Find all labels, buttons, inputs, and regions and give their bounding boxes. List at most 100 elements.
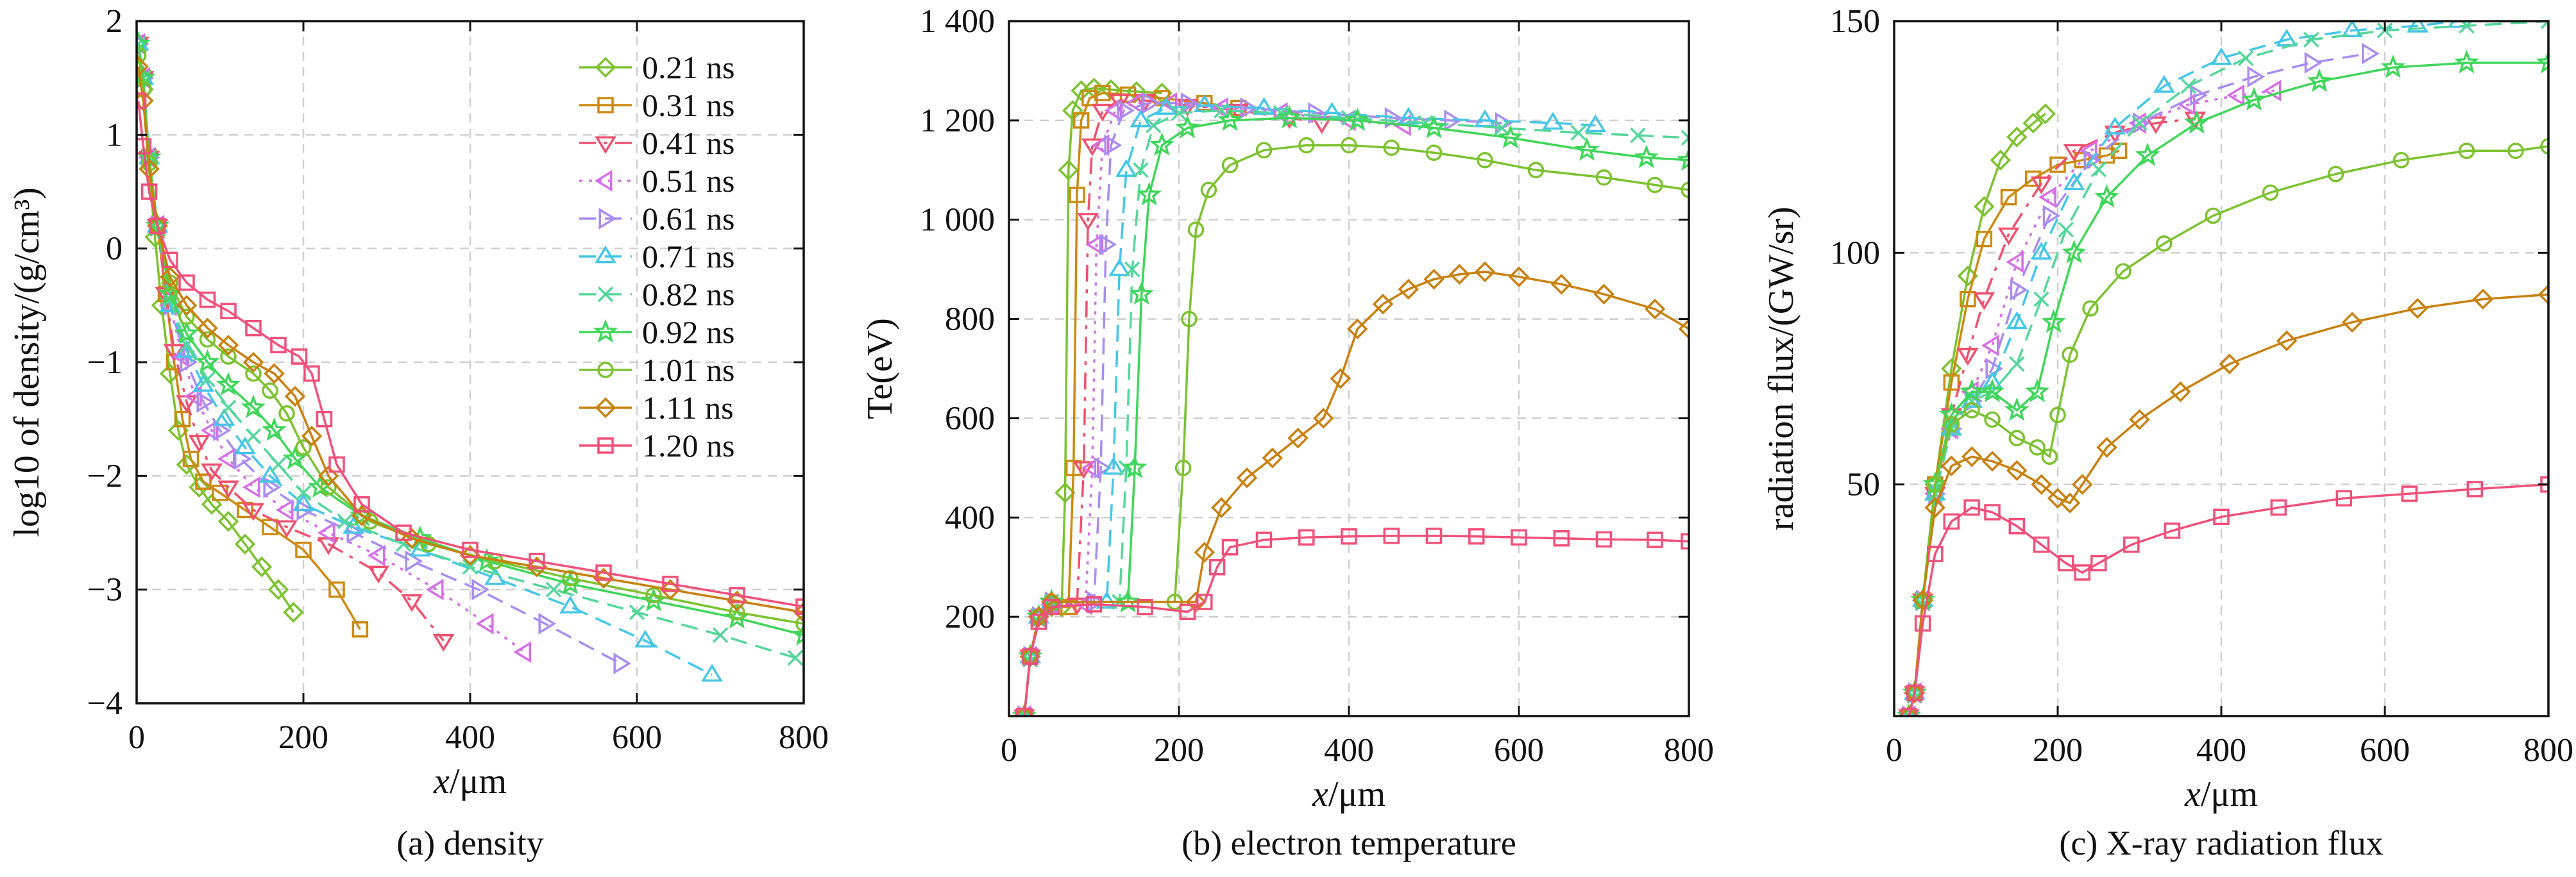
data-point [1276, 104, 1302, 129]
data-point [1959, 378, 1985, 403]
data-point [1997, 227, 2020, 246]
data-point [2063, 172, 2085, 190]
data-point [220, 303, 237, 319]
data-point [1981, 451, 2003, 472]
data-point [2536, 49, 2548, 74]
data-point [320, 479, 337, 496]
data-point [1108, 258, 1131, 276]
data-point [328, 581, 345, 598]
data-point [328, 456, 345, 473]
data-point [195, 473, 212, 490]
data-point [1043, 598, 1060, 615]
data-point [1678, 318, 1689, 340]
data-point [1976, 230, 1993, 247]
data-point [1174, 115, 1200, 138]
data-point [1943, 513, 1960, 530]
data-point [1681, 533, 1689, 550]
data-point [2180, 78, 2197, 94]
data-point [291, 348, 308, 365]
data-point [1630, 127, 1646, 144]
data-point [1194, 542, 1215, 563]
data-point [2062, 346, 2078, 363]
data-point [2361, 42, 2380, 65]
data-point [1912, 590, 1933, 611]
data-point [2507, 142, 2524, 160]
data-point [1077, 213, 1099, 231]
data-point [1287, 428, 1309, 449]
data-point [1137, 181, 1162, 206]
data-point [1124, 261, 1140, 278]
data-point [195, 349, 220, 373]
data-point [234, 533, 256, 555]
legend: 0.21 ns0.31 ns0.41 ns0.51 ns0.61 ns0.71 … [579, 49, 734, 464]
data-point [2540, 21, 2548, 29]
data-point [2538, 284, 2548, 305]
data-point [200, 419, 219, 442]
data-point [284, 386, 306, 407]
data-point [201, 494, 223, 515]
x-axis-label-unit: /μm [2201, 774, 2258, 814]
data-point [729, 587, 745, 604]
data-point [2062, 240, 2087, 263]
data-point [459, 545, 481, 566]
panel-caption: (b) electron temperature [1182, 824, 1516, 862]
data-point [197, 317, 218, 339]
data-point [787, 649, 804, 666]
data-point [352, 621, 369, 638]
data-point [2276, 330, 2298, 351]
series-group [1896, 21, 2548, 716]
data-point [1180, 92, 1199, 114]
data-point [405, 550, 423, 572]
data-point [1542, 112, 1564, 130]
data-point [295, 541, 312, 558]
legend-swatch-marker [597, 362, 614, 378]
panel-c-xray-radiation-flux: 0 200 400 600 800 50 100 150 x/μm radiation flux/… [1761, 3, 2573, 862]
data-point [301, 426, 323, 447]
data-point [1927, 476, 1944, 493]
data-point [1142, 92, 1160, 114]
data-point [1981, 334, 1999, 356]
data-point [1974, 196, 1995, 217]
data-point [475, 612, 494, 635]
data-point [1133, 162, 1149, 178]
data-point [2128, 112, 2147, 134]
data-point [182, 450, 199, 467]
data-point [176, 295, 198, 316]
data-point [267, 579, 289, 600]
data-point [2303, 31, 2319, 48]
data-point [292, 493, 314, 512]
data-point [2063, 144, 2085, 162]
data-point [283, 601, 304, 623]
data-point [2341, 312, 2363, 333]
legend-entry: 1.20 ns [642, 428, 734, 464]
data-point [2304, 52, 2323, 74]
data-point [1383, 528, 1400, 544]
data-point [1341, 528, 1357, 545]
data-point [1255, 142, 1273, 159]
data-point [1055, 482, 1076, 503]
data-point [1511, 529, 1527, 546]
data-point [201, 463, 223, 481]
y-axis-label: radiation flux/(GW/sr) [1761, 206, 1801, 530]
data-point [264, 363, 285, 384]
legend-swatch-marker [598, 208, 617, 230]
data-point [217, 480, 239, 499]
data-point [1494, 120, 1510, 136]
data-point [213, 408, 235, 426]
series-line [137, 100, 804, 608]
data-point [1236, 467, 1258, 489]
data-point [1103, 456, 1124, 475]
data-point [318, 465, 339, 487]
data-point [276, 520, 298, 539]
x-tick-label: 400 [445, 719, 495, 756]
data-point [2033, 536, 2050, 553]
data-point [2098, 147, 2115, 164]
data-point [2049, 406, 2066, 424]
x-tick-label: 200 [1154, 732, 1204, 769]
data-point [1956, 347, 1979, 366]
data-point [1330, 368, 1351, 389]
data-point [2038, 186, 2056, 208]
data-point [159, 266, 181, 288]
legend-entry: 0.92 ns [642, 314, 734, 350]
series-group [137, 31, 804, 682]
